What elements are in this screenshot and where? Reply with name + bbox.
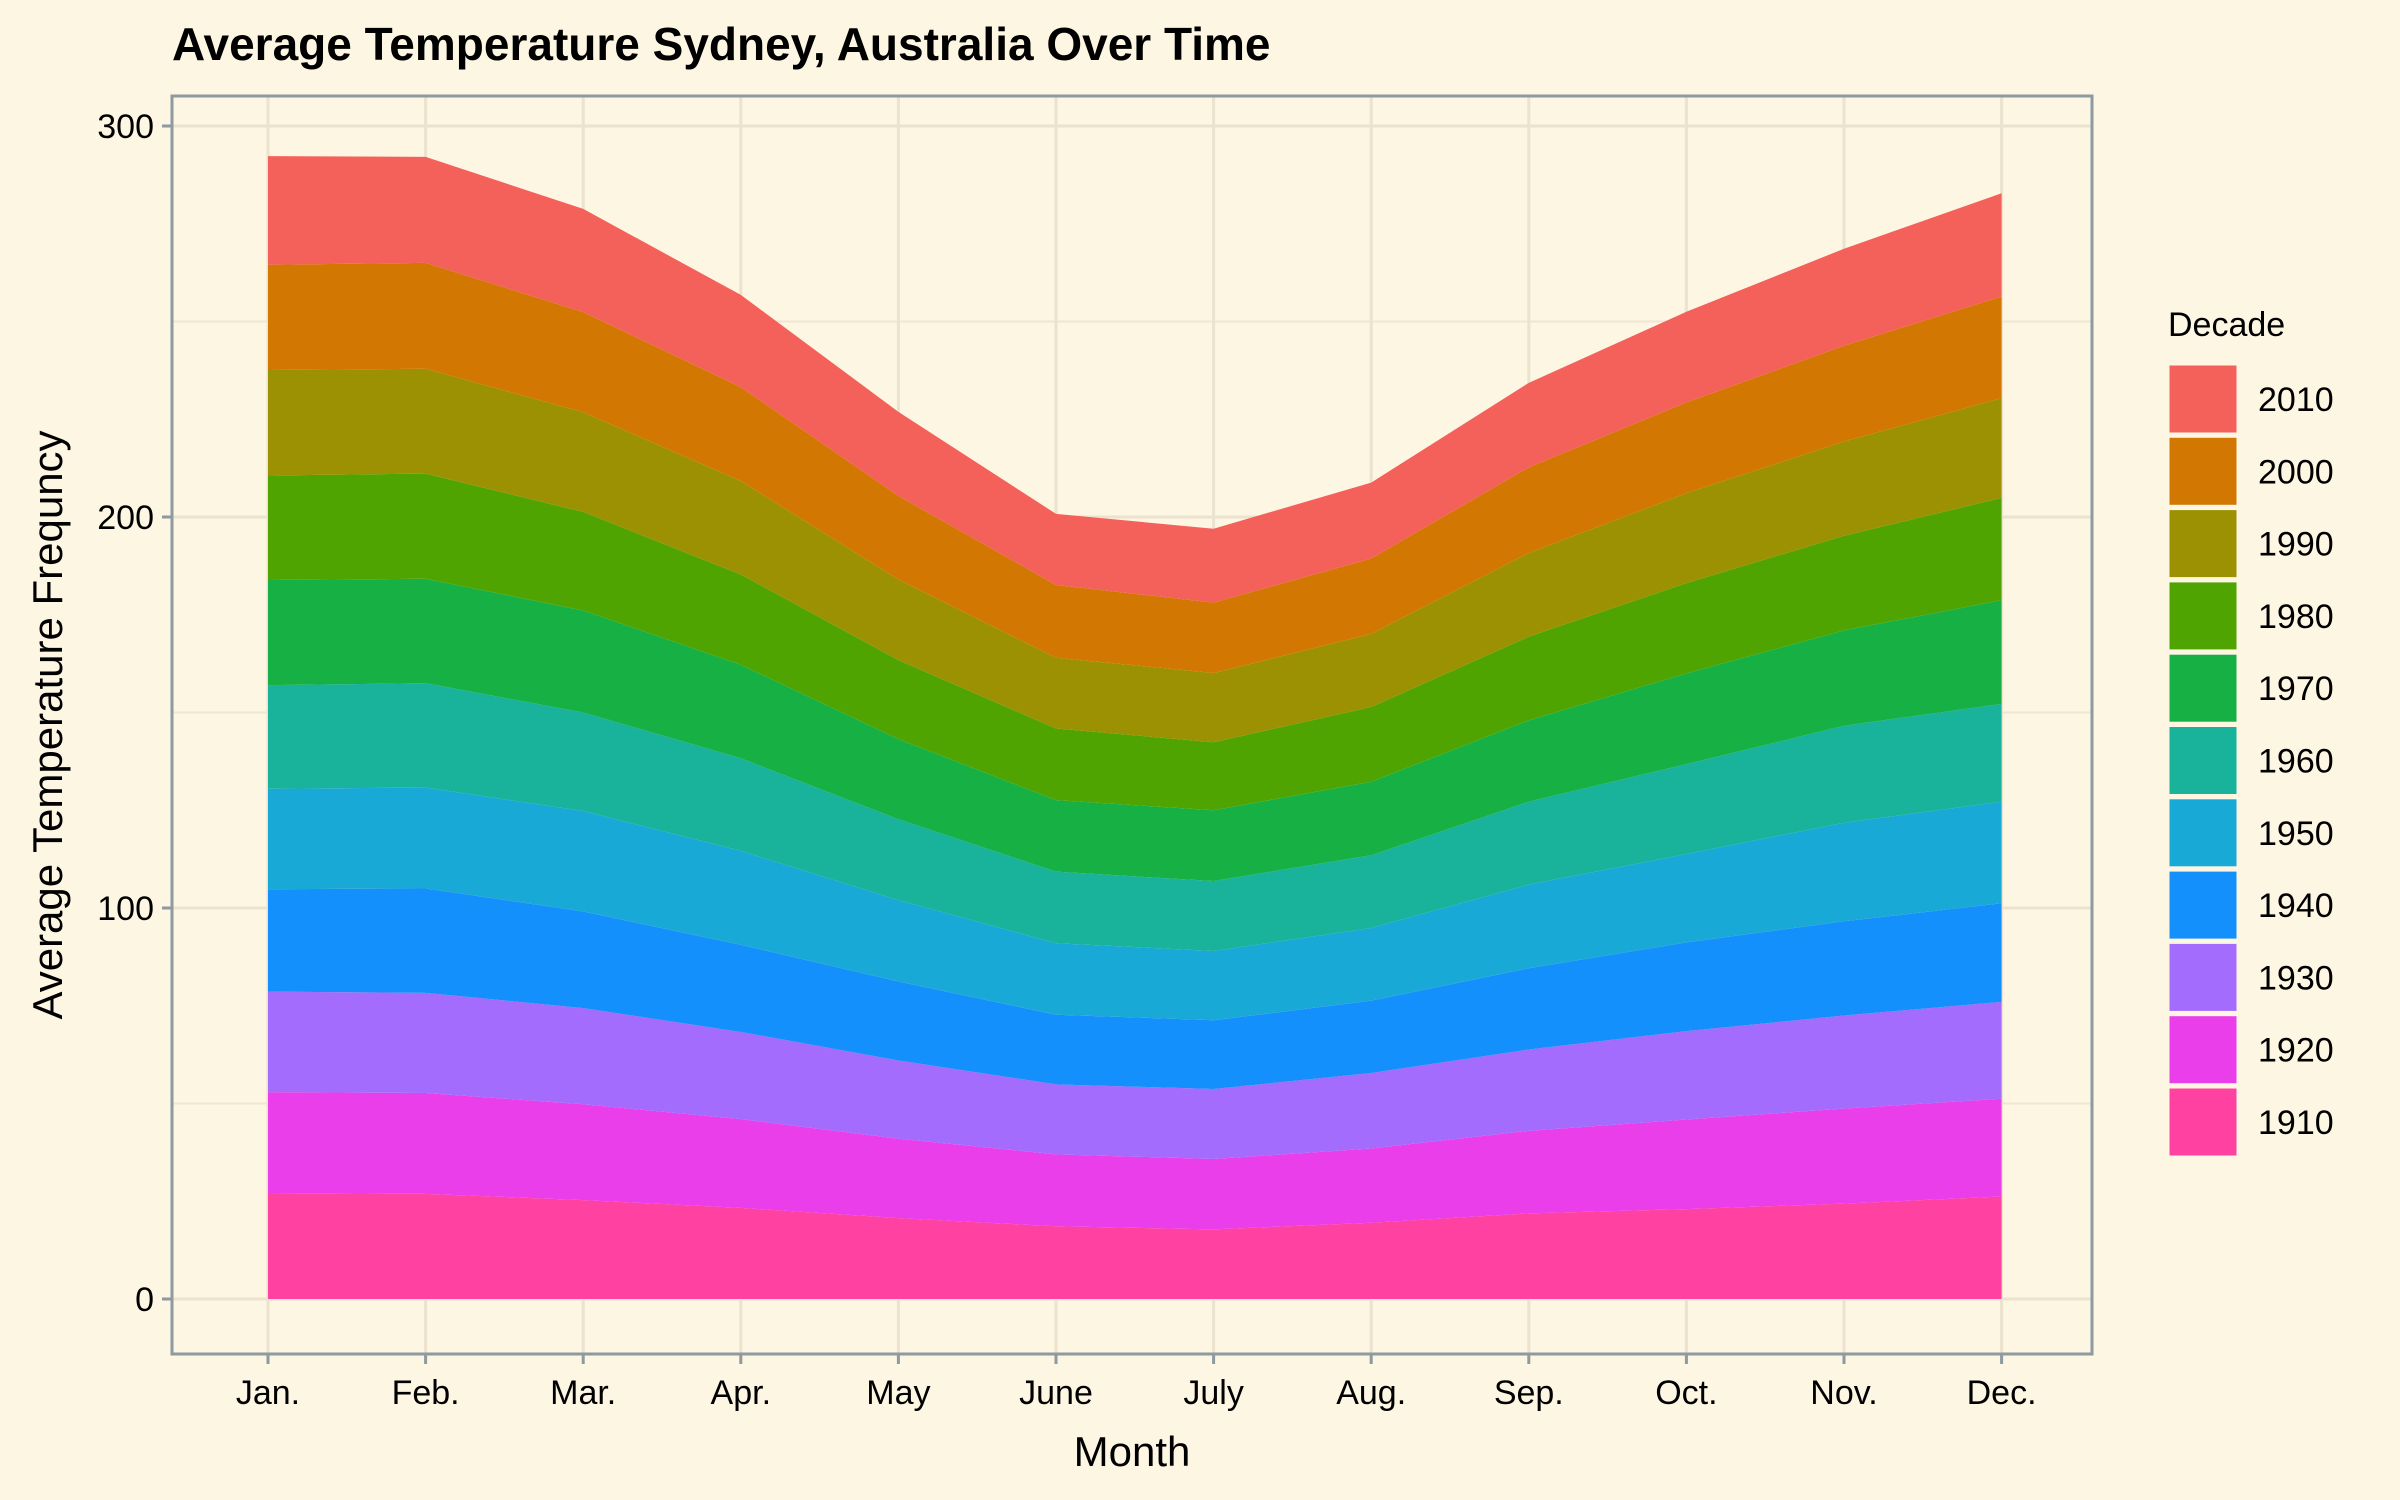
- x-tick-label: Mar.: [550, 1374, 616, 1412]
- legend-label: 1970: [2258, 670, 2334, 708]
- y-axis: 0 100 200 300: [97, 108, 172, 1319]
- area-series-2010: [268, 156, 2002, 603]
- legend-swatch: [2166, 1013, 2240, 1087]
- legend-label: 2010: [2258, 381, 2334, 419]
- legend-swatch: [2166, 434, 2240, 508]
- area-series-1940: [268, 888, 2002, 1090]
- legend-swatch: [2166, 507, 2240, 581]
- legend-swatch: [2166, 1085, 2240, 1159]
- area-layers: [268, 156, 2002, 1299]
- legend-swatch: [2166, 940, 2240, 1014]
- legend-swatch: [2166, 796, 2240, 870]
- legend: Decade 2010 2000 1990 1980 1970 1960 1950 1940 1…: [2166, 306, 2334, 1159]
- y-tick-label: 200: [97, 499, 154, 537]
- legend-label: 1980: [2258, 598, 2334, 636]
- legend-swatch: [2166, 651, 2240, 725]
- x-tick-label: Jan.: [236, 1374, 300, 1412]
- x-tick-label: May: [866, 1374, 930, 1412]
- area-series-1970: [268, 578, 2002, 882]
- area-series-1920: [268, 1092, 2002, 1230]
- x-tick-label: Nov.: [1810, 1374, 1877, 1412]
- chart-title: Average Temperature Sydney, Australia Ov…: [172, 18, 1271, 70]
- area-series-1950: [268, 787, 2002, 1021]
- x-tick-label: Aug.: [1336, 1374, 1406, 1412]
- x-tick-label: July: [1183, 1374, 1243, 1412]
- area-series-1930: [268, 991, 2002, 1160]
- x-tick-label: Apr.: [711, 1374, 771, 1412]
- legend-label: 1940: [2258, 887, 2334, 925]
- y-tick-label: 100: [97, 890, 154, 928]
- area-series-2000: [268, 262, 2002, 674]
- legend-swatch: [2166, 724, 2240, 797]
- area-series-1980: [268, 473, 2002, 811]
- x-tick-label: June: [1019, 1374, 1093, 1412]
- legend-label: 1910: [2258, 1104, 2334, 1142]
- y-tick-label: 300: [97, 108, 154, 146]
- x-tick-label: Oct.: [1655, 1374, 1717, 1412]
- area-series-1990: [268, 368, 2002, 743]
- legend-label: 1920: [2258, 1032, 2334, 1070]
- legend-title: Decade: [2168, 306, 2285, 344]
- y-tick-label: 0: [135, 1281, 154, 1319]
- x-axis-title: Month: [1074, 1428, 1191, 1475]
- x-axis: Jan. Feb. Mar. Apr. May June July Aug. Sep. Oct. N…: [236, 1354, 2037, 1412]
- legend-swatch: [2166, 579, 2240, 653]
- plot-panel-border: [170, 94, 2094, 1356]
- legend-swatch: [2166, 868, 2240, 942]
- legend-label: 1950: [2258, 815, 2334, 853]
- legend-swatch: [2166, 362, 2240, 436]
- x-tick-label: Feb.: [392, 1374, 460, 1412]
- x-tick-label: Sep.: [1494, 1374, 1564, 1412]
- legend-label: 1960: [2258, 743, 2334, 781]
- legend-label: 1990: [2258, 526, 2334, 564]
- area-series-1960: [268, 683, 2002, 952]
- y-axis-title: Average Temperature Frequncy: [24, 430, 71, 1019]
- x-tick-label: Dec.: [1967, 1374, 2037, 1412]
- legend-label: 2000: [2258, 453, 2334, 491]
- area-series-1910: [268, 1193, 2002, 1299]
- legend-label: 1930: [2258, 959, 2334, 997]
